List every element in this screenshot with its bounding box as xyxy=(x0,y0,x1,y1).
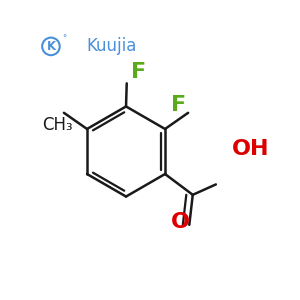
Text: O: O xyxy=(171,212,190,232)
Text: OH: OH xyxy=(232,139,270,159)
Text: F: F xyxy=(171,95,186,115)
Text: K: K xyxy=(46,40,56,53)
Text: Kuujia: Kuujia xyxy=(87,38,137,56)
Text: F: F xyxy=(131,62,146,82)
Text: CH₃: CH₃ xyxy=(43,116,73,134)
Text: °: ° xyxy=(62,34,66,43)
